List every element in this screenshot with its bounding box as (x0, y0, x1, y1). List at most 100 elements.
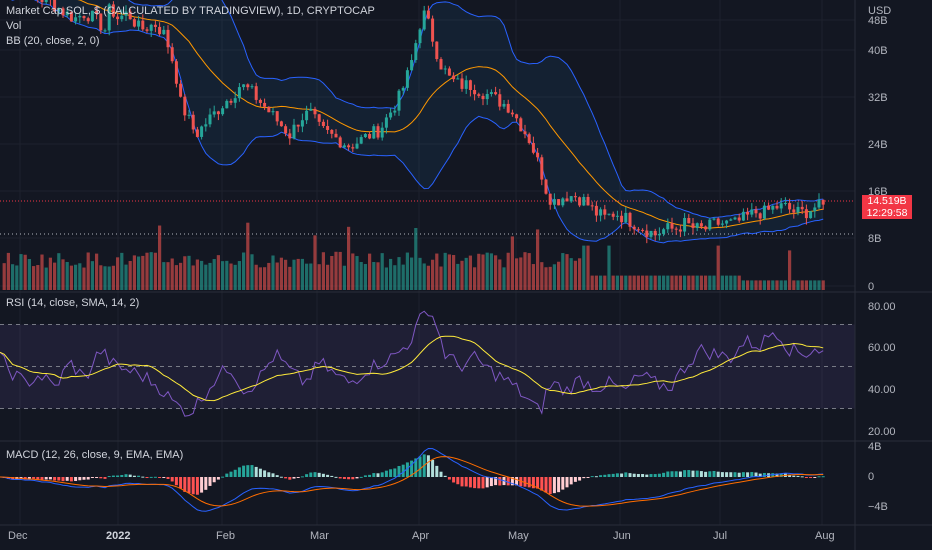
candle-body (372, 126, 376, 139)
volume-bar (86, 252, 90, 290)
macd-histogram-bar (128, 474, 132, 477)
volume-bar (653, 275, 657, 290)
macd-histogram-bar (578, 477, 582, 481)
volume-bar (796, 280, 800, 290)
macd-histogram-bar (174, 477, 178, 486)
volume-bar (15, 265, 19, 290)
macd-histogram-bar (288, 477, 292, 480)
macd-tick-0: 0 (868, 471, 875, 483)
macd-histogram-bar (111, 475, 115, 477)
candle-body (250, 86, 254, 88)
macd-histogram-bar (750, 472, 754, 477)
candle-body (452, 75, 456, 80)
candle-body (233, 98, 237, 103)
candle-body (767, 205, 771, 210)
macd-histogram-bar (418, 456, 422, 477)
volume-bar (821, 280, 825, 290)
macd-histogram-bar (674, 471, 678, 477)
macd-histogram-bar (699, 471, 703, 477)
macd-histogram-bar (48, 477, 52, 480)
candle-body (737, 217, 741, 221)
candle-body (498, 94, 502, 107)
volume-bar (389, 258, 393, 290)
volume-bar (733, 275, 737, 290)
candle-body (557, 199, 561, 206)
candle-body (435, 41, 439, 60)
macd-histogram-bar (531, 477, 535, 489)
candle-body (800, 206, 804, 210)
macd-histogram-bar (611, 473, 615, 477)
volume-bar (662, 275, 666, 290)
volume-bar (405, 252, 409, 290)
macd-histogram-bar (460, 477, 464, 487)
volume-bar (494, 255, 498, 290)
candle-body (288, 133, 292, 139)
volume-bar (296, 258, 300, 290)
rsi-tick-60: 60.00 (868, 342, 896, 354)
candle-body (515, 114, 519, 119)
volume-bar (401, 264, 405, 290)
candle-body (284, 126, 288, 134)
volume-bar (111, 265, 115, 290)
candle-body (149, 24, 153, 31)
volume-bar (57, 253, 61, 290)
candle-body (796, 206, 800, 213)
volume-bar (162, 262, 166, 290)
volume-bar (540, 262, 544, 290)
candle-body (305, 110, 309, 121)
candle-body (561, 198, 565, 206)
candle-body (615, 215, 619, 217)
candle-body (216, 111, 220, 115)
candle-body (313, 108, 317, 115)
macd-histogram-bar (552, 477, 556, 494)
volume-bar (258, 267, 262, 290)
volume-bar (666, 275, 670, 290)
volume-bar (515, 258, 519, 290)
x-tick-aug: Aug (815, 530, 835, 542)
volume-bar (124, 264, 128, 290)
volume-bar (498, 259, 502, 290)
volume-bar (620, 275, 624, 290)
candle-body (708, 219, 712, 230)
volume-bar (95, 253, 99, 290)
candle-body (300, 120, 304, 127)
y-tick-32b: 32B (868, 92, 888, 104)
candle-body (783, 203, 787, 205)
candle-body (263, 102, 267, 107)
rsi-line (0, 310, 824, 417)
volume-bar (74, 264, 78, 290)
candle-body (53, 0, 57, 12)
candle-body (401, 87, 405, 91)
volume-bar (200, 260, 204, 290)
macd-histogram-bar (813, 477, 817, 478)
volume-bar (632, 275, 636, 290)
macd-histogram-bar (431, 459, 435, 477)
candle-body (649, 230, 653, 237)
chart-title: Market Cap SOL, $ (CALCULATED BY TRADING… (6, 5, 375, 17)
candle-body (662, 229, 666, 234)
candle-body (107, 4, 111, 31)
volume-bar (292, 259, 296, 290)
volume-bar (204, 264, 208, 290)
candle-body (712, 218, 716, 220)
rsi-ma-line (0, 335, 824, 402)
macd-histogram-bar (23, 477, 27, 480)
macd-histogram-bar (225, 473, 229, 477)
candle-body (120, 15, 124, 20)
last-price-badge: 14.519B (862, 195, 912, 207)
volume-bar (720, 275, 724, 290)
macd-histogram-bar (57, 477, 61, 481)
volume-bar (32, 266, 36, 290)
y-tick-8b: 8B (868, 233, 882, 245)
candle-body (620, 215, 624, 223)
macd-histogram-bar (729, 472, 733, 477)
candle-body (208, 114, 212, 125)
candle-body (86, 18, 90, 22)
volume-bar (426, 265, 430, 290)
volume-bar (128, 260, 132, 290)
macd-histogram-bar (6, 477, 10, 479)
macd-histogram-bar (19, 477, 23, 479)
volume-bar (384, 267, 388, 290)
volume-bar (473, 267, 477, 290)
